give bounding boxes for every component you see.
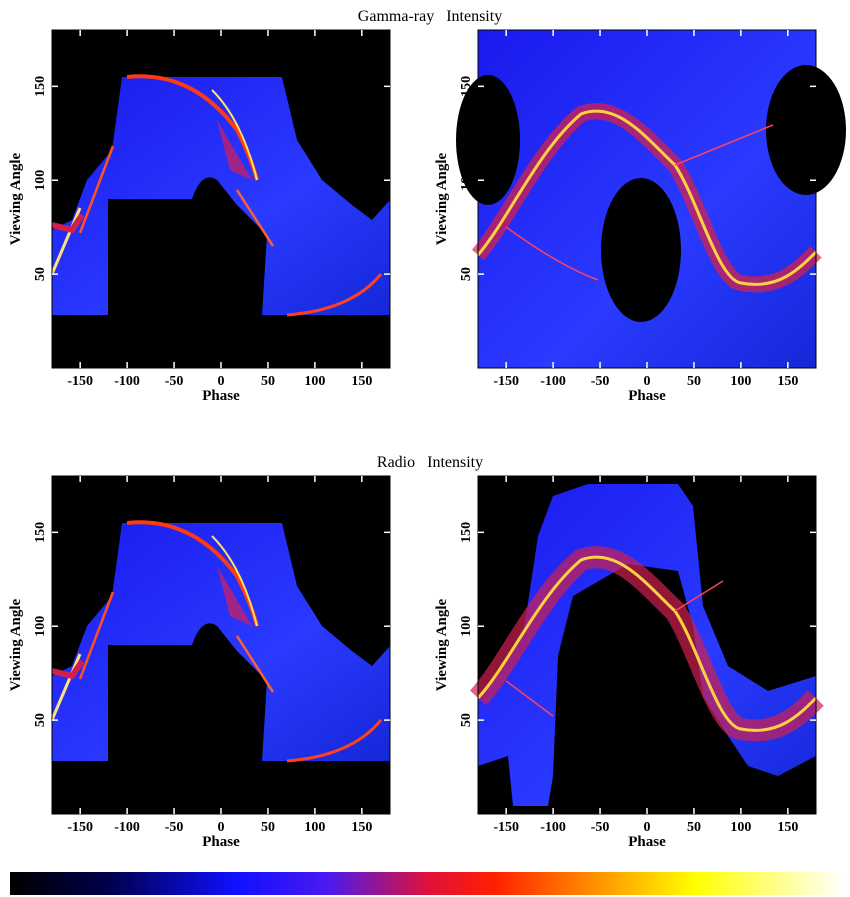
x-tick-label: -50 <box>591 820 610 835</box>
x-tick-label: -150 <box>67 820 93 835</box>
x-axis-label: Phase <box>628 388 666 404</box>
x-tick-label: 100 <box>304 820 325 835</box>
row-title: Radio Intensity <box>377 454 483 471</box>
panel: -150 -100 -50 0 50 100 150 50 100 150 Phase Viewing… <box>434 30 846 404</box>
heatmap <box>52 476 390 814</box>
y-tick-label: 100 <box>33 170 48 191</box>
x-tick-label: 0 <box>644 820 651 835</box>
y-tick-label: 100 <box>33 616 48 637</box>
x-tick-label: 150 <box>351 820 372 835</box>
y-tick-label: 150 <box>33 76 48 97</box>
x-tick-label: 50 <box>261 374 275 389</box>
y-tick-label: 150 <box>459 522 474 543</box>
x-tick-label: -50 <box>165 820 184 835</box>
x-tick-label: 150 <box>351 374 372 389</box>
x-tick-label: -50 <box>165 374 184 389</box>
x-tick-label: 0 <box>218 374 225 389</box>
x-axis-label: Phase <box>202 834 240 850</box>
y-axis-label: Viewing Angle <box>8 598 24 691</box>
x-tick-label: 0 <box>644 374 651 389</box>
y-tick-label: 100 <box>459 616 474 637</box>
x-axis-label: Phase <box>202 388 240 404</box>
y-tick-label: 50 <box>33 713 48 727</box>
x-tick-label: -100 <box>540 374 566 389</box>
heatmap <box>478 476 816 814</box>
x-tick-label: 50 <box>687 374 701 389</box>
y-axis-label: Viewing Angle <box>8 152 24 245</box>
row-title: Gamma-ray Intensity <box>358 8 502 25</box>
y-axis-label: Viewing Angle <box>434 598 450 691</box>
y-tick-label: 150 <box>459 76 474 97</box>
x-tick-label: -150 <box>67 374 93 389</box>
x-tick-label: 100 <box>304 374 325 389</box>
x-tick-label: -100 <box>114 374 140 389</box>
x-tick-label: 100 <box>730 820 751 835</box>
x-tick-label: -50 <box>591 374 610 389</box>
x-tick-label: 150 <box>777 374 798 389</box>
heatmap <box>456 30 846 368</box>
y-tick-label: 50 <box>459 713 474 727</box>
y-tick-label: 50 <box>459 267 474 281</box>
x-tick-label: 100 <box>730 374 751 389</box>
x-tick-label: 50 <box>687 820 701 835</box>
x-tick-label: 0 <box>218 820 225 835</box>
panel: -150 -100 -50 0 50 100 150 50 100 150 Phase Viewing… <box>8 476 390 850</box>
y-axis-label: Viewing Angle <box>434 152 450 245</box>
x-tick-label: -100 <box>114 820 140 835</box>
x-tick-label: -150 <box>493 374 519 389</box>
colorbar <box>10 872 845 895</box>
x-axis-label: Phase <box>628 834 666 850</box>
x-tick-label: -150 <box>493 820 519 835</box>
x-tick-label: 150 <box>777 820 798 835</box>
y-tick-label: 100 <box>459 170 474 191</box>
heatmap <box>52 30 390 368</box>
x-tick-label: -100 <box>540 820 566 835</box>
x-tick-label: 50 <box>261 820 275 835</box>
y-tick-label: 50 <box>33 267 48 281</box>
y-tick-label: 150 <box>33 522 48 543</box>
panel: -150 -100 -50 0 50 100 150 50 100 150 Phase Viewing… <box>8 30 390 404</box>
panel: -150 -100 -50 0 50 100 150 50 100 150 Phase Viewing… <box>434 476 816 850</box>
